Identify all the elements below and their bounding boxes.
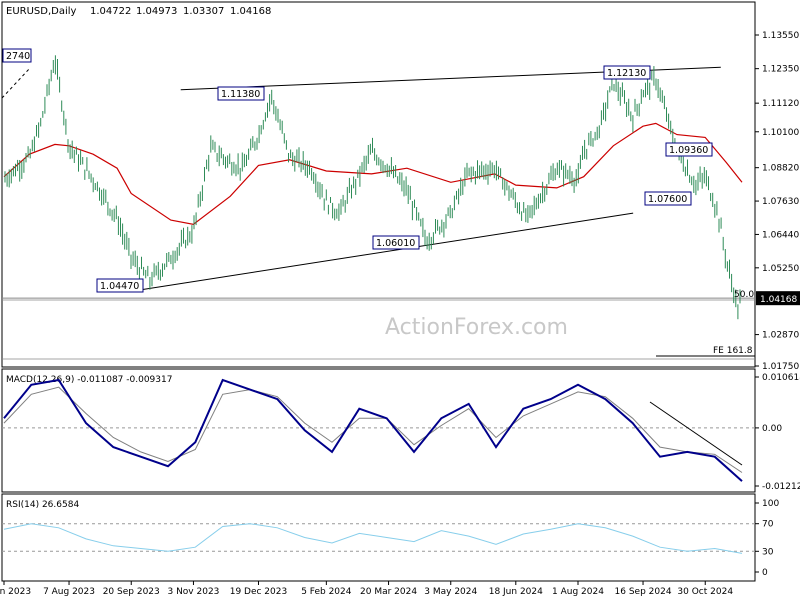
x-tick-label: 22 Jun 2023 <box>0 587 31 597</box>
price-annotation-box <box>96 278 144 293</box>
macd-tick-label: 0.010618 <box>762 373 800 383</box>
fe-label: FE 161.8 <box>713 346 753 356</box>
trendline-0 <box>141 212 634 291</box>
rsi-tick-label: 0 <box>762 568 768 578</box>
price-tick-label: 1.12350 <box>762 65 799 75</box>
open-value: 1.04722 <box>90 6 131 17</box>
price-annotation: 1.09360 <box>669 145 708 156</box>
macd-trendline <box>649 401 743 466</box>
price-annotation-box <box>665 142 713 157</box>
x-tick-label: 20 Sep 2023 <box>103 587 160 597</box>
watermark: ActionForex.com <box>385 315 568 340</box>
macd-signal-line <box>3 386 743 473</box>
rsi-title: RSI(14) 26.6584 <box>6 500 79 510</box>
macd-panel-frame <box>1 368 756 493</box>
rsi-tick-label: 70 <box>762 520 774 530</box>
rsi-tick-label: 30 <box>762 547 774 557</box>
price-tick-label: 1.06440 <box>762 230 799 240</box>
price-tick-label: 1.05250 <box>762 264 799 274</box>
macd-line <box>3 378 743 482</box>
moving-average-line <box>3 122 743 225</box>
current-price-label: 1.04168 <box>760 295 797 305</box>
price-annotation-box <box>603 65 651 80</box>
price-annotation: 1.11380 <box>221 89 260 100</box>
price-tick-label: 1.13550 <box>762 31 799 41</box>
x-tick-label: 18 Jun 2024 <box>489 587 543 597</box>
price-annotation-box <box>372 235 420 250</box>
price-annotation: 2740 <box>6 51 30 62</box>
x-tick-label: 5 Feb 2024 <box>301 587 352 597</box>
price-annotation: 1.12130 <box>607 68 646 79</box>
price-annotation: 1.07600 <box>648 194 687 205</box>
macd-tick-label: -0.01212 <box>762 482 800 492</box>
macd-title: MACD(12,26,9) -0.011087 -0.009317 <box>6 375 172 385</box>
rsi-line <box>3 523 743 554</box>
x-tick-label: 16 Sep 2024 <box>615 587 672 597</box>
rsi-panel-frame <box>1 493 756 582</box>
trendline-dashed <box>1 67 31 99</box>
x-tick-label: 1 Aug 2024 <box>552 587 604 597</box>
price-annotation-box <box>2 48 32 63</box>
rsi-tick-label: 100 <box>762 499 779 509</box>
price-annotation: 1.06010 <box>376 238 415 249</box>
price-panel-frame <box>1 1 756 368</box>
macd-tick-label: 0.00 <box>762 424 782 434</box>
price-tick-label: 1.10100 <box>762 128 799 138</box>
price-annotation-box <box>644 191 692 206</box>
x-tick-label: 7 Aug 2023 <box>43 587 95 597</box>
close-value: 1.04168 <box>230 6 271 17</box>
symbol-label: EURUSD,Daily <box>6 6 77 17</box>
x-tick-label: 30 Oct 2024 <box>677 587 733 597</box>
price-annotation-box <box>217 86 265 101</box>
x-tick-label: 3 May 2024 <box>424 587 477 597</box>
x-tick-label: 19 Dec 2023 <box>230 587 288 597</box>
x-tick-label: 20 Mar 2024 <box>360 587 417 597</box>
price-tick-label: 1.11120 <box>762 99 799 109</box>
price-tick-label: 1.07630 <box>762 197 799 207</box>
price-tick-label: 1.02870 <box>762 331 799 341</box>
low-value: 1.03307 <box>183 6 224 17</box>
current-price-box <box>756 291 800 306</box>
price-tick-label: 1.08820 <box>762 164 799 174</box>
price-annotation: 1.04470 <box>100 281 139 292</box>
fib-50-label: 50.0 <box>734 290 754 300</box>
x-tick-label: 3 Nov 2023 <box>167 587 219 597</box>
price-tick-label: 1.01750 <box>762 362 799 372</box>
high-value: 1.04973 <box>136 6 177 17</box>
